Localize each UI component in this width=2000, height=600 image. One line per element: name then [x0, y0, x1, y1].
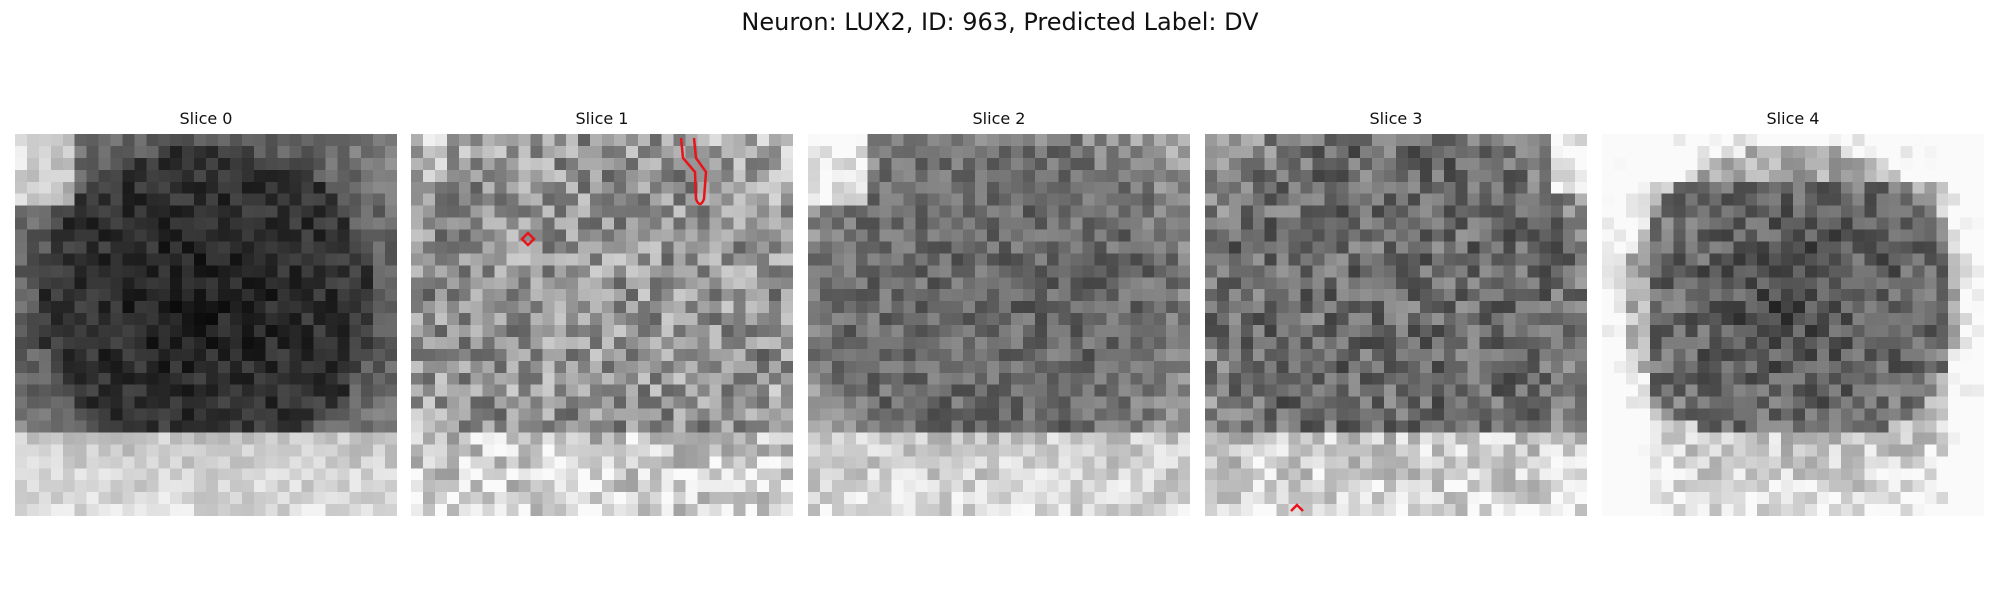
slice-image: [808, 134, 1190, 516]
slice-image: [1205, 134, 1587, 516]
slice-image: [15, 134, 397, 516]
contour-overlay: [1290, 503, 1304, 512]
contour-line: [679, 137, 708, 206]
contour-caret: [1290, 503, 1304, 512]
slice-panel-4: Slice 4: [1602, 108, 1984, 516]
slice-title: Slice 0: [179, 109, 233, 128]
slice-panel-1: Slice 1: [411, 108, 793, 516]
slice-panel-3: Slice 3: [1205, 108, 1587, 516]
figure-title: Neuron: LUX2, ID: 963, Predicted Label: …: [741, 8, 1259, 36]
slice-image: [411, 134, 793, 516]
slice-title: Slice 2: [972, 109, 1026, 128]
contour-overlay: [520, 137, 708, 247]
slice-title: Slice 1: [575, 109, 629, 128]
slice-panel-2: Slice 2: [808, 108, 1190, 516]
slice-panel-0: Slice 0: [15, 108, 397, 516]
slice-title: Slice 4: [1766, 109, 1820, 128]
slice-title: Slice 3: [1369, 109, 1423, 128]
slice-image: [1602, 134, 1984, 516]
contour-loop: [520, 231, 536, 247]
